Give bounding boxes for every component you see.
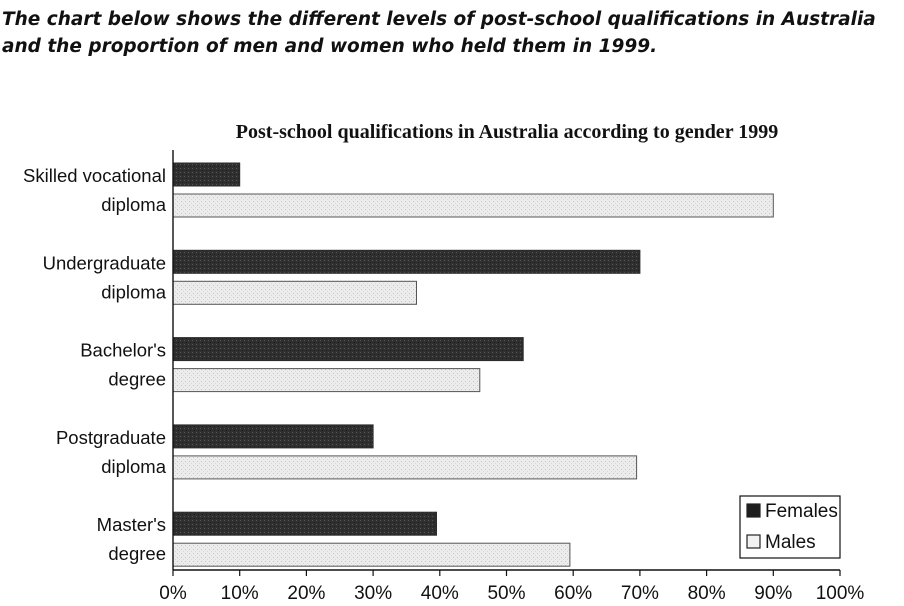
x-tick-label-10: 100% xyxy=(816,583,865,604)
bar-males-3 xyxy=(172,455,638,480)
bar-females-4 xyxy=(172,511,437,536)
bar-females-0 xyxy=(172,162,241,187)
x-tick-label-7: 70% xyxy=(621,583,659,604)
x-tick-label-1: 10% xyxy=(221,583,259,604)
bar-females-3 xyxy=(172,424,374,449)
category-label-1-0: Undergraduate xyxy=(43,252,166,273)
x-tick-label-5: 50% xyxy=(487,583,525,604)
bar-males-2 xyxy=(172,368,481,393)
category-label-3-1: diploma xyxy=(101,456,166,477)
intro-text: The chart below shows the different leve… xyxy=(2,9,876,57)
x-tick-label-4: 40% xyxy=(421,583,459,604)
x-tick-label-0: 0% xyxy=(159,583,187,604)
legend-swatch-females xyxy=(746,503,761,518)
x-tick-label-6: 60% xyxy=(554,583,592,604)
category-label-2-1: degree xyxy=(108,369,166,390)
category-label-0-0: Skilled vocational xyxy=(23,165,166,186)
category-label-4-1: degree xyxy=(108,543,166,564)
bar-males-0 xyxy=(172,193,774,218)
bar-males-1 xyxy=(172,280,417,305)
category-label-2-0: Bachelor's xyxy=(80,340,166,361)
chart-title: Post-school qualifications in Australia … xyxy=(236,121,778,143)
category-label-4-0: Master's xyxy=(97,514,166,535)
legend-label-females: Females xyxy=(765,501,838,522)
bar-females-1 xyxy=(172,249,641,274)
bar-males-4 xyxy=(172,542,571,567)
x-tick-label-2: 20% xyxy=(287,583,325,604)
legend-label-males: Males xyxy=(765,532,816,553)
x-tick-label-3: 30% xyxy=(354,583,392,604)
category-label-3-0: Postgraduate xyxy=(56,427,166,448)
x-tick-label-9: 90% xyxy=(754,583,792,604)
legend-swatch-males xyxy=(746,534,761,549)
bar-females-2 xyxy=(172,337,524,362)
x-tick-label-8: 80% xyxy=(688,583,726,604)
category-label-0-1: diploma xyxy=(101,194,166,215)
category-label-1-1: diploma xyxy=(101,281,166,302)
